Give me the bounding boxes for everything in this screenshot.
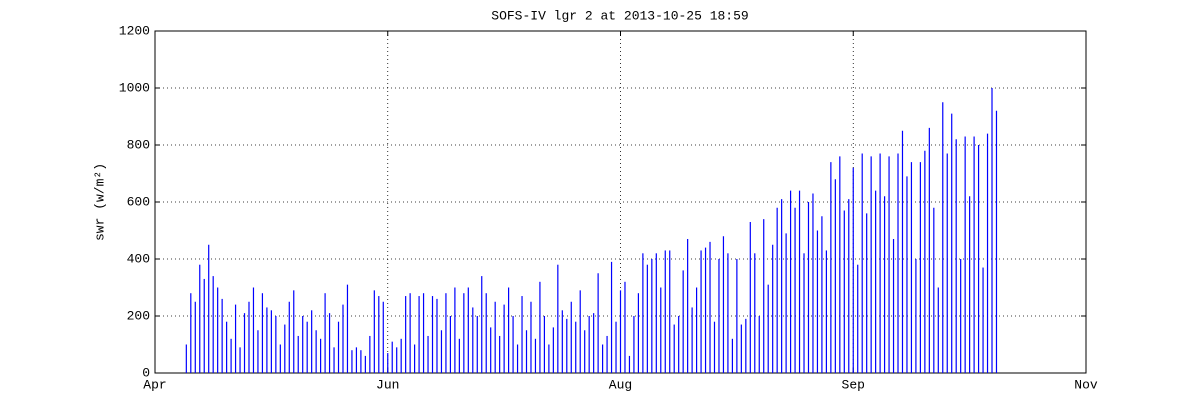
x-tick-label: Nov bbox=[1074, 377, 1098, 392]
y-axis-label: swr (w/m²) bbox=[92, 163, 107, 241]
chart-title: SOFS-IV lgr 2 at 2013-10-25 18:59 bbox=[491, 8, 748, 23]
y-tick-label: 0 bbox=[142, 365, 150, 380]
y-tick-label: 200 bbox=[127, 308, 150, 323]
y-tick-label: 800 bbox=[127, 137, 150, 152]
x-tick-label: Sep bbox=[842, 377, 865, 392]
x-tick-label: Jun bbox=[376, 377, 399, 392]
y-tick-label: 600 bbox=[127, 194, 150, 209]
x-tick-label: Apr bbox=[143, 377, 166, 392]
y-tick-label: 400 bbox=[127, 251, 150, 266]
y-tick-label: 1200 bbox=[119, 23, 150, 38]
x-tick-label: Aug bbox=[609, 377, 632, 392]
y-tick-label: 1000 bbox=[119, 80, 150, 95]
